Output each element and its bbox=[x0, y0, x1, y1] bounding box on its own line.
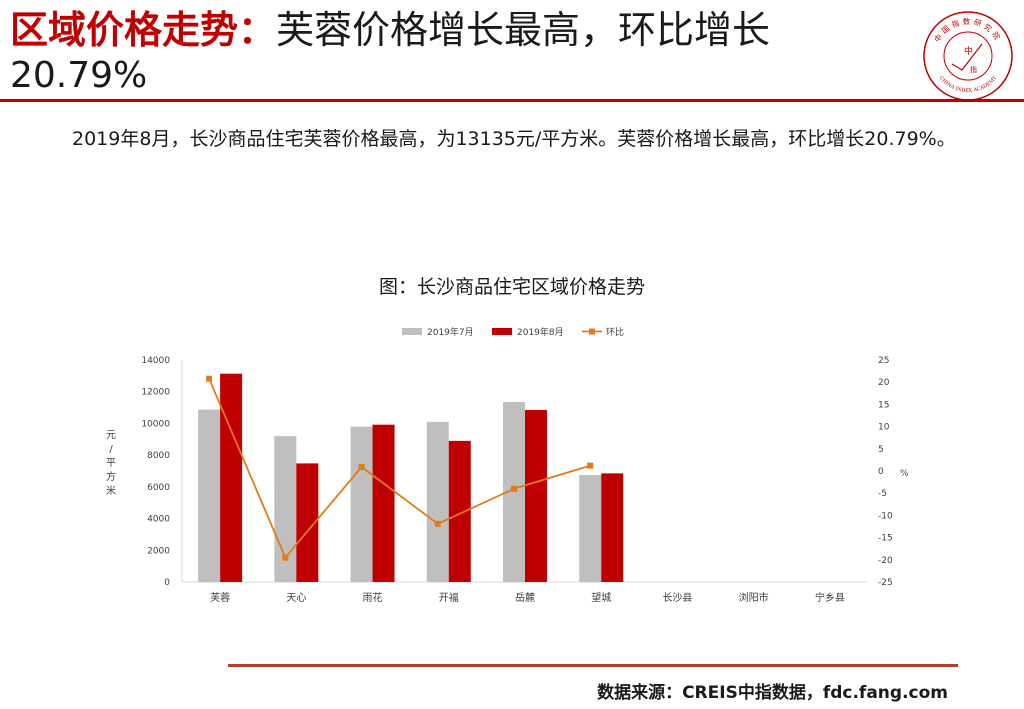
y2-tick-label: 15 bbox=[878, 400, 889, 410]
bar-aug bbox=[220, 373, 243, 582]
y-axis-label-char: 米 bbox=[106, 484, 116, 497]
page-title-line2: 20.79% bbox=[10, 55, 148, 96]
y-tick-label: 0 bbox=[164, 578, 170, 588]
x-tick-label: 望城 bbox=[591, 591, 611, 604]
mom-change-point bbox=[434, 520, 441, 527]
legend-swatch bbox=[492, 328, 512, 335]
y-tick-label: 8000 bbox=[147, 451, 170, 461]
y2-tick-label: -10 bbox=[878, 511, 893, 521]
bar-jul bbox=[503, 402, 525, 582]
mom-change-point bbox=[206, 375, 213, 382]
x-tick-label: 岳麓 bbox=[515, 591, 535, 604]
legend-swatch bbox=[402, 328, 422, 335]
y-axis-label-char: 平 bbox=[106, 458, 116, 469]
page-title: 区域价格走势：芙蓉价格增长最高，环比增长 bbox=[10, 6, 910, 54]
page-title-highlight: 区域价格走势： bbox=[10, 8, 277, 52]
x-tick-label: 长沙县 bbox=[662, 592, 692, 604]
x-tick-label: 芙蓉 bbox=[210, 591, 230, 604]
data-source: 数据来源：CREIS中指数据，fdc.fang.com bbox=[597, 683, 948, 703]
x-tick-label: 天心 bbox=[286, 592, 306, 604]
y-tick-label: 2000 bbox=[147, 546, 170, 556]
y-axis-label-char: 元 bbox=[106, 430, 116, 441]
bar-aug bbox=[525, 409, 547, 582]
price-trend-chart: 0 2000 4000 6000 8000 10000 12000 14000 -25 -20 -1… bbox=[106, 326, 909, 604]
y-axis-label-char: 方 bbox=[106, 470, 116, 483]
y-tick-label: 14000 bbox=[141, 356, 170, 366]
y2-tick-label: 25 bbox=[878, 356, 889, 366]
bar-aug bbox=[601, 473, 624, 582]
page-title-rest: 芙蓉价格增长最高，环比增长 bbox=[276, 8, 771, 52]
y2-tick-label: -20 bbox=[878, 556, 893, 566]
y-tick-label: 6000 bbox=[147, 483, 170, 493]
logo-glyph-1: 中 bbox=[964, 45, 973, 57]
y2-tick-label: 10 bbox=[878, 423, 890, 433]
legend-label: 2019年8月 bbox=[517, 326, 564, 338]
bar-jul bbox=[198, 409, 221, 582]
x-tick-label: 浏阳市 bbox=[739, 591, 769, 604]
y-tick-label: 12000 bbox=[141, 388, 170, 398]
footer-divider bbox=[228, 664, 958, 667]
y2-tick-label: 0 bbox=[878, 467, 884, 477]
chart-title: 图：长沙商品住宅区域价格走势 bbox=[378, 276, 645, 298]
mom-change-line bbox=[208, 378, 591, 560]
summary-paragraph: 2019年8月，长沙商品住宅芙蓉价格最高，为13135元/平方米。芙蓉价格增长最… bbox=[38, 118, 1003, 161]
logo: 中国指数研究院 CHINA INDEX ACADEMY 中 指 bbox=[923, 11, 1013, 101]
y2-tick-label: -15 bbox=[878, 534, 893, 544]
bar-jul bbox=[426, 421, 449, 582]
x-tick-label: 开福 bbox=[439, 591, 459, 604]
x-tick-label: 雨花 bbox=[363, 591, 383, 604]
mom-change-point bbox=[282, 554, 289, 561]
legend-swatch-marker bbox=[589, 328, 595, 335]
logo-text-bottom: CHINA INDEX ACADEMY bbox=[938, 75, 999, 94]
legend-label: 2019年7月 bbox=[427, 326, 474, 338]
y-tick-label: 4000 bbox=[147, 515, 170, 525]
y2-tick-label: 5 bbox=[878, 445, 884, 455]
legend-label: 环比 bbox=[606, 326, 624, 338]
mom-change-point bbox=[358, 464, 365, 471]
x-tick-label: 宁乡县 bbox=[815, 591, 845, 604]
summary-text: 2019年8月，长沙商品住宅芙蓉价格最高，为13135元/平方米。芙蓉价格增长最… bbox=[72, 128, 956, 150]
title-divider bbox=[0, 99, 1024, 102]
y-tick-label: 10000 bbox=[141, 419, 170, 429]
bar-aug bbox=[372, 424, 395, 582]
y2-axis-label: % bbox=[900, 469, 909, 479]
bar-aug bbox=[448, 440, 471, 582]
svg-text:CHINA INDEX ACADEMY: CHINA INDEX ACADEMY bbox=[938, 75, 999, 94]
y-axis-label-char: / bbox=[109, 444, 113, 455]
mom-change-point bbox=[511, 485, 517, 492]
mom-change-point bbox=[587, 462, 594, 469]
y2-tick-label: -5 bbox=[878, 489, 887, 499]
bar-jul bbox=[579, 474, 602, 582]
logo-glyph-2: 指 bbox=[970, 65, 977, 74]
y2-tick-label: -25 bbox=[878, 578, 893, 588]
bar-jul bbox=[350, 426, 373, 582]
y2-tick-label: 20 bbox=[878, 378, 890, 388]
bar-aug bbox=[296, 463, 319, 582]
